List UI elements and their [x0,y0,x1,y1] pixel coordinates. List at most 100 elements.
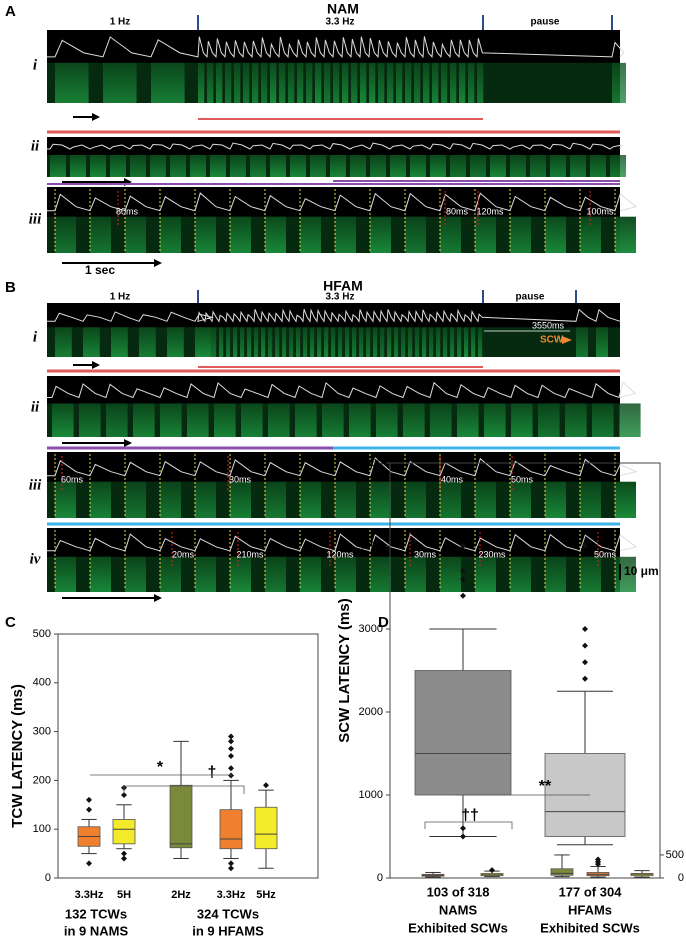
panel-title: HFAM [323,278,363,294]
latency-label: 50ms [511,474,534,484]
linescan-band [468,62,475,103]
panel-label: B [5,279,16,296]
linescan-band [125,556,146,592]
linescan-band [160,556,181,592]
latency-label: 60ms [61,474,84,484]
linescan-band [570,155,586,177]
y-tick-label: 400 [33,677,51,689]
linescan-band [490,155,506,177]
linescan-band [50,155,66,177]
y-tick-label: 5000 [359,457,383,469]
linescan-band [241,403,263,437]
linescan-band [187,403,209,437]
panel-label: D [378,614,389,631]
linescan-band [405,481,426,518]
panel-label: C [5,614,16,631]
charts: 0 100 200 300 400 500 TCW LATENCY (ms) 132 TCWs… [9,457,684,937]
linescan-band [288,62,295,103]
latency-label: 20ms [172,549,195,559]
linescan-band [289,327,294,357]
linescan-band [70,155,86,177]
linescan-band [610,155,626,177]
linescan-band [90,155,106,177]
linescan-band [322,403,344,437]
linescan-band [230,216,251,253]
y-axis-label: TCW LATENCY (ms) [9,684,26,828]
event-arrow [562,336,572,344]
linescan-band [90,556,111,592]
outlier [582,659,588,666]
outlier [460,592,466,599]
row-label: iii [29,477,42,493]
linescan-band [510,481,531,518]
linescan-band [270,155,286,177]
y2-tick-label: 0 [678,872,684,884]
latency-label: 40ms [441,474,464,484]
phase-label: pause [516,292,545,303]
linescan-band [205,327,210,357]
y-tick-label: 500 [33,628,51,640]
fluorescence-trace [47,457,638,477]
latency-label: 30ms [229,474,252,484]
outlier [460,543,466,549]
linescan-band [300,556,321,592]
linescan-band [130,155,146,177]
box [112,819,136,845]
outlier [121,850,127,857]
length-scale: 10 μm [624,564,659,578]
linescan-band [225,62,232,103]
image-strips [47,15,641,602]
linescan-band [79,403,101,437]
outlier [86,860,92,867]
linescan-band [376,403,398,437]
group-label: 132 TCWs [65,906,127,921]
linescan-band [160,481,181,518]
plot-frame [57,633,319,879]
linescan-band [590,155,606,177]
linescan-band [510,556,531,592]
plot-frame [389,462,661,879]
arrow-head [92,113,100,121]
significance-label: * [157,759,164,776]
linescan-band [55,62,89,103]
linescan-band [170,155,186,177]
linescan-band [510,155,526,177]
linescan-band [226,327,231,357]
linescan-band [333,62,340,103]
linescan-band [195,216,216,253]
linescan-band [250,155,266,177]
y2-tick-label: 500 [666,849,684,861]
outlier [489,867,495,874]
linescan-band [405,62,412,103]
linescan-band [335,481,356,518]
x-tick-label: 2Hz [171,889,191,901]
linescan-band [252,62,259,103]
linescan-band [265,481,286,518]
linescan-band [580,481,601,518]
box [414,670,512,796]
linescan-band [450,155,466,177]
outlier [460,833,466,840]
linescan-band [457,403,479,437]
linescan-band [282,327,287,357]
linescan-band [405,556,426,592]
linescan-band [410,155,426,177]
linescan-band [366,327,371,357]
latency-label: 230ms [478,549,506,559]
latency-label: 100ms [586,206,614,216]
box [219,809,243,850]
linescan-band [296,327,301,357]
phase-label: pause [531,17,560,28]
linescan-band [430,403,452,437]
linescan-band [324,62,331,103]
linescan-band [55,481,76,518]
group-label: Exhibited SCWs [540,920,640,935]
phase-label: 1 Hz [110,17,131,28]
linescan-band [432,62,439,103]
y-tick-label: 200 [33,774,51,786]
outlier [228,738,234,745]
linescan-band [198,62,205,103]
outlier [121,792,127,799]
linescan-band [254,327,259,357]
